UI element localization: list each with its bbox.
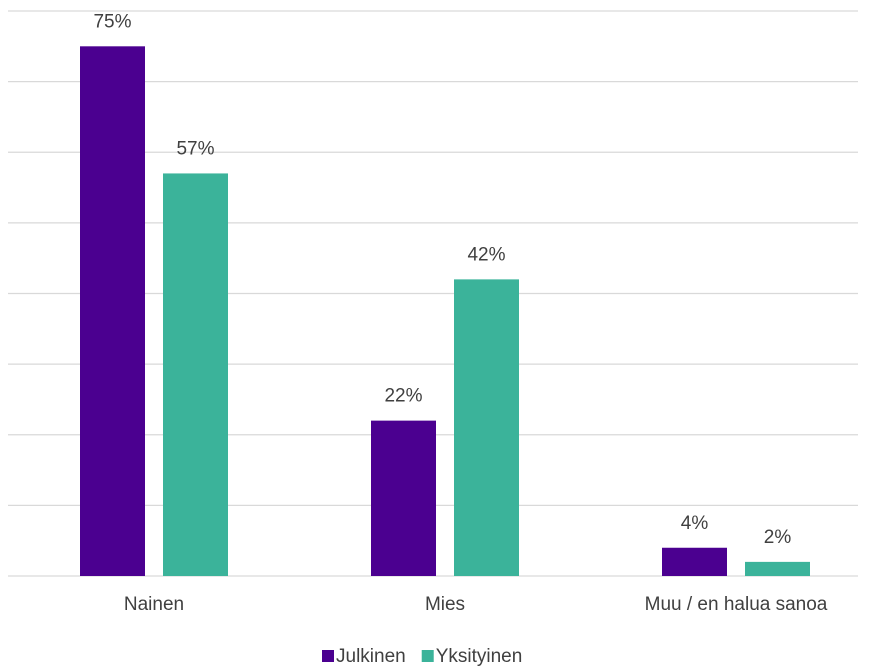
data-label: 4% (681, 513, 709, 534)
bar (371, 420, 436, 576)
bar (745, 561, 810, 576)
bar (454, 279, 519, 576)
legend-swatch (322, 650, 334, 662)
x-tick-label: Muu / en halua sanoa (645, 594, 828, 615)
legend-label: Julkinen (336, 646, 406, 667)
legend-swatch (421, 650, 434, 662)
data-label: 2% (764, 527, 792, 548)
bar (662, 547, 727, 576)
bar (80, 46, 145, 576)
x-tick-label: Mies (425, 594, 465, 615)
data-label: 42% (467, 244, 505, 265)
legend-label: Yksityinen (436, 646, 523, 667)
data-label: 75% (93, 11, 131, 32)
data-label: 57% (176, 138, 214, 159)
bar (163, 173, 228, 576)
data-label: 22% (384, 386, 422, 407)
x-tick-label: Nainen (124, 594, 184, 615)
